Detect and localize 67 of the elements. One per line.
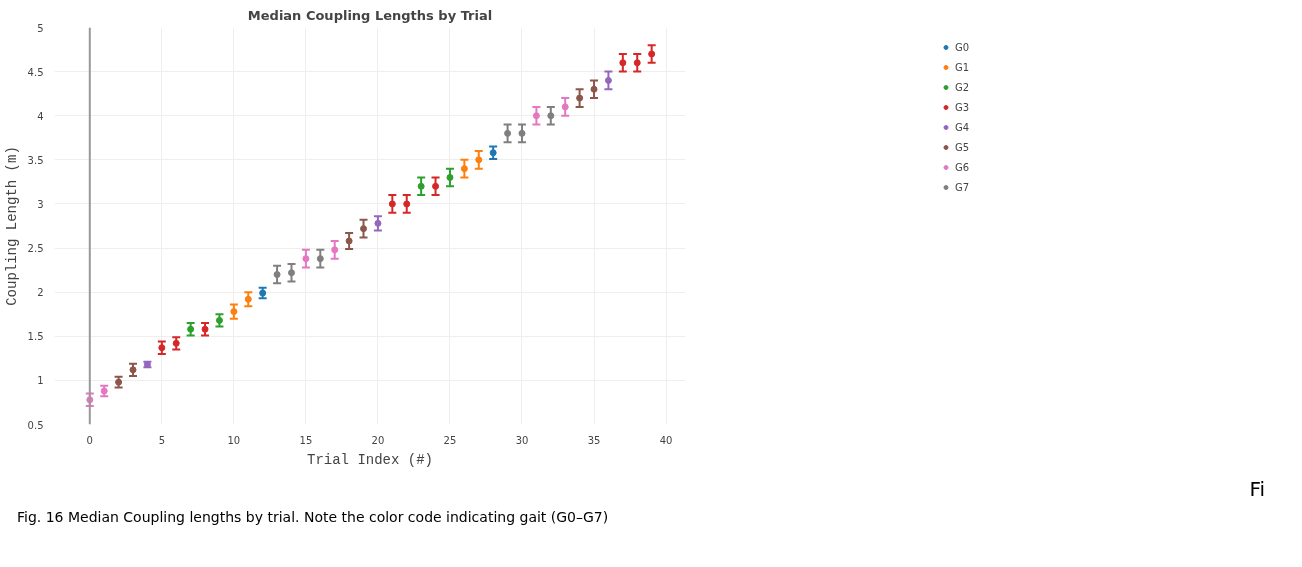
point xyxy=(475,156,483,164)
point xyxy=(604,76,612,84)
point xyxy=(302,255,310,263)
point xyxy=(374,219,382,227)
point xyxy=(345,237,353,245)
point xyxy=(215,316,223,324)
point xyxy=(518,129,526,137)
x-tick-label: 40 xyxy=(659,434,673,446)
x-tick-label: 5 xyxy=(158,434,166,446)
legend-label: G2 xyxy=(955,81,971,93)
y-tick-label: 3 xyxy=(37,198,44,210)
legend-label: G6 xyxy=(955,161,971,173)
point xyxy=(460,165,468,173)
legend-label: G4 xyxy=(955,121,971,133)
y-tick-label: 5 xyxy=(37,22,44,34)
x-tick-label: 15 xyxy=(299,434,313,446)
point xyxy=(532,112,540,120)
legend-label: G3 xyxy=(955,101,971,113)
y-tick-label: 4 xyxy=(37,110,44,122)
x-tick-label: 25 xyxy=(443,434,457,446)
x-tick-label: 10 xyxy=(227,434,241,446)
point xyxy=(201,325,209,333)
y-tick-label: 2.5 xyxy=(27,243,44,255)
point xyxy=(489,149,497,157)
point xyxy=(360,225,368,233)
y-axis-title: Coupling Length (m) xyxy=(3,146,20,306)
point xyxy=(547,112,555,120)
y-tick-label: 3.5 xyxy=(27,154,44,166)
point xyxy=(230,308,238,316)
point xyxy=(619,59,627,67)
y-tick-label: 1 xyxy=(37,375,44,387)
point xyxy=(446,173,454,181)
point xyxy=(244,295,252,303)
point xyxy=(187,325,195,333)
point xyxy=(633,59,641,67)
x-tick-label: 35 xyxy=(587,434,601,446)
x-tick-label: 30 xyxy=(515,434,529,446)
point xyxy=(331,246,339,254)
point xyxy=(388,200,396,208)
point xyxy=(648,50,656,58)
text: Fi xyxy=(1249,476,1265,503)
x-tick-label: 0 xyxy=(86,434,93,446)
point xyxy=(417,182,425,190)
point xyxy=(576,94,584,102)
x-tick-label: 20 xyxy=(371,434,385,446)
point xyxy=(158,344,166,352)
point xyxy=(561,103,569,111)
y-tick-label: 1.5 xyxy=(27,331,44,343)
point xyxy=(273,271,281,279)
point xyxy=(172,339,180,347)
point xyxy=(129,366,137,374)
y-tick-label: 0.5 xyxy=(27,419,44,431)
point xyxy=(403,200,411,208)
y-tick-label: 2 xyxy=(37,287,44,299)
point xyxy=(432,182,440,190)
legend-label: G5 xyxy=(955,141,971,153)
chart-title: Median Coupling Lengths by Trial xyxy=(247,7,493,23)
point xyxy=(287,269,295,277)
legend-label: G0 xyxy=(955,41,971,53)
point xyxy=(504,129,512,137)
legend-label: G1 xyxy=(955,61,971,73)
x-axis-title: Trial Index (#) xyxy=(306,451,434,468)
legend-label: G7 xyxy=(955,181,971,193)
point xyxy=(316,255,324,263)
caption: Fig. 16 Median Coupling lengths by trial. Note the color code indicating gait (G0–G7) xyxy=(17,508,609,527)
point xyxy=(590,85,598,93)
y-tick-label: 4.5 xyxy=(27,66,44,78)
